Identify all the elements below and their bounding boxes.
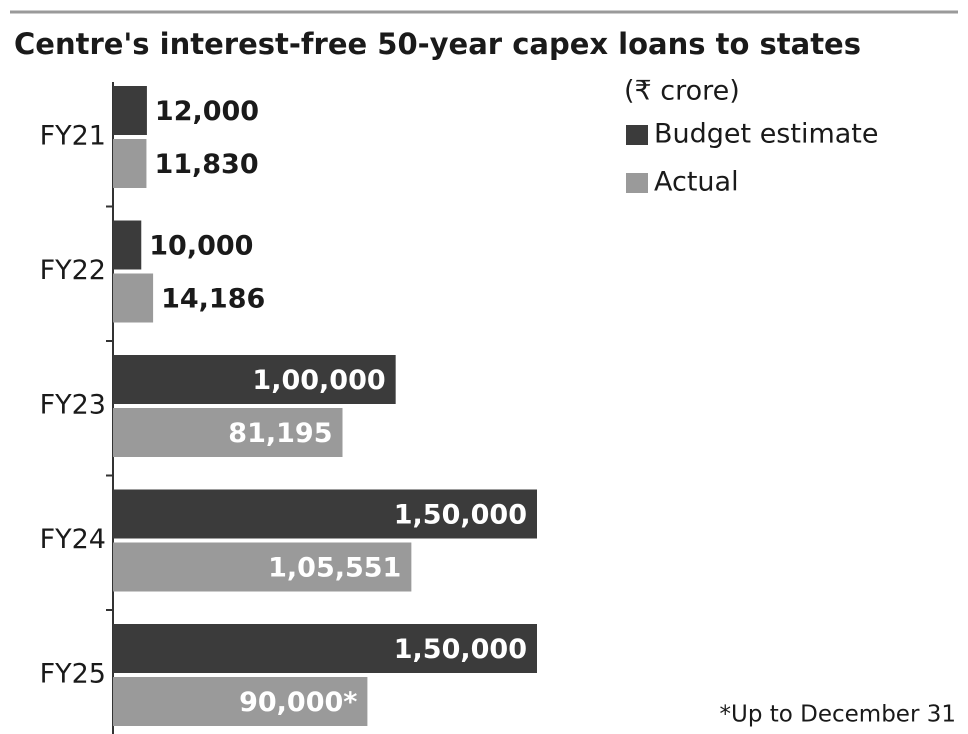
value-label: 14,186 xyxy=(161,284,265,315)
value-label: 81,195 xyxy=(228,418,332,449)
value-label: 90,000* xyxy=(239,687,357,718)
category-label: FY21 xyxy=(40,121,106,152)
value-label: 1,50,000 xyxy=(394,634,527,665)
legend-label: Budget estimate xyxy=(654,119,879,150)
bar xyxy=(113,408,343,457)
value-label: 1,50,000 xyxy=(394,500,527,531)
bar xyxy=(113,273,154,323)
category-label: FY25 xyxy=(40,659,106,690)
value-label: 11,830 xyxy=(154,149,258,180)
category-label: FY23 xyxy=(40,390,106,421)
bar xyxy=(113,86,147,135)
bar xyxy=(113,355,396,404)
bar xyxy=(113,542,412,592)
subtitle: (₹ crore) xyxy=(624,76,740,107)
bar xyxy=(113,677,368,726)
legend-label: Actual xyxy=(654,167,739,198)
bar xyxy=(113,624,537,673)
bar xyxy=(113,489,537,539)
value-label: 1,05,551 xyxy=(268,553,401,584)
category-label: FY24 xyxy=(40,524,106,555)
bar xyxy=(113,220,142,270)
legend-swatch xyxy=(626,125,648,145)
category-label: FY22 xyxy=(40,255,106,286)
chart-title: Centre's interest-free 50-year capex loa… xyxy=(14,27,861,61)
value-label: 12,000 xyxy=(155,96,259,127)
value-label: 1,00,000 xyxy=(252,365,385,396)
legend-swatch xyxy=(626,173,648,193)
value-label: 10,000 xyxy=(149,231,253,262)
bar xyxy=(113,139,147,188)
footnote: *Up to December 31 xyxy=(720,702,957,728)
